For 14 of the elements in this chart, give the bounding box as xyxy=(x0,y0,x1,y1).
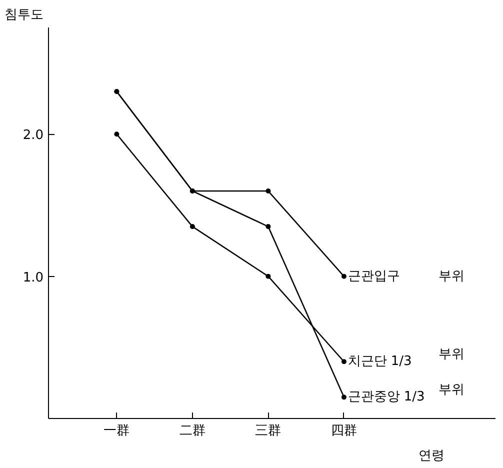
text: 부위 xyxy=(438,268,465,284)
y-tick-label: 2.0 xyxy=(22,128,44,144)
x-tick-label: 三群 xyxy=(255,424,282,438)
x-tick-label: 四群 xyxy=(330,424,357,438)
series-label: 근관중앙 1/3 xyxy=(348,390,425,405)
series-label: 근관입구 xyxy=(348,268,400,284)
y-tick-label: 1.0 xyxy=(22,270,44,286)
series-label: 치근단 1/3 xyxy=(348,354,412,370)
text: 부위 xyxy=(438,347,465,362)
x-tick-label: 二群 xyxy=(179,424,206,438)
y-axis-title: 침투도 xyxy=(4,8,44,22)
x-tick-label: 一群 xyxy=(104,424,130,438)
x-axis-title: 연령 xyxy=(418,448,444,464)
text: 부위 xyxy=(438,382,465,398)
